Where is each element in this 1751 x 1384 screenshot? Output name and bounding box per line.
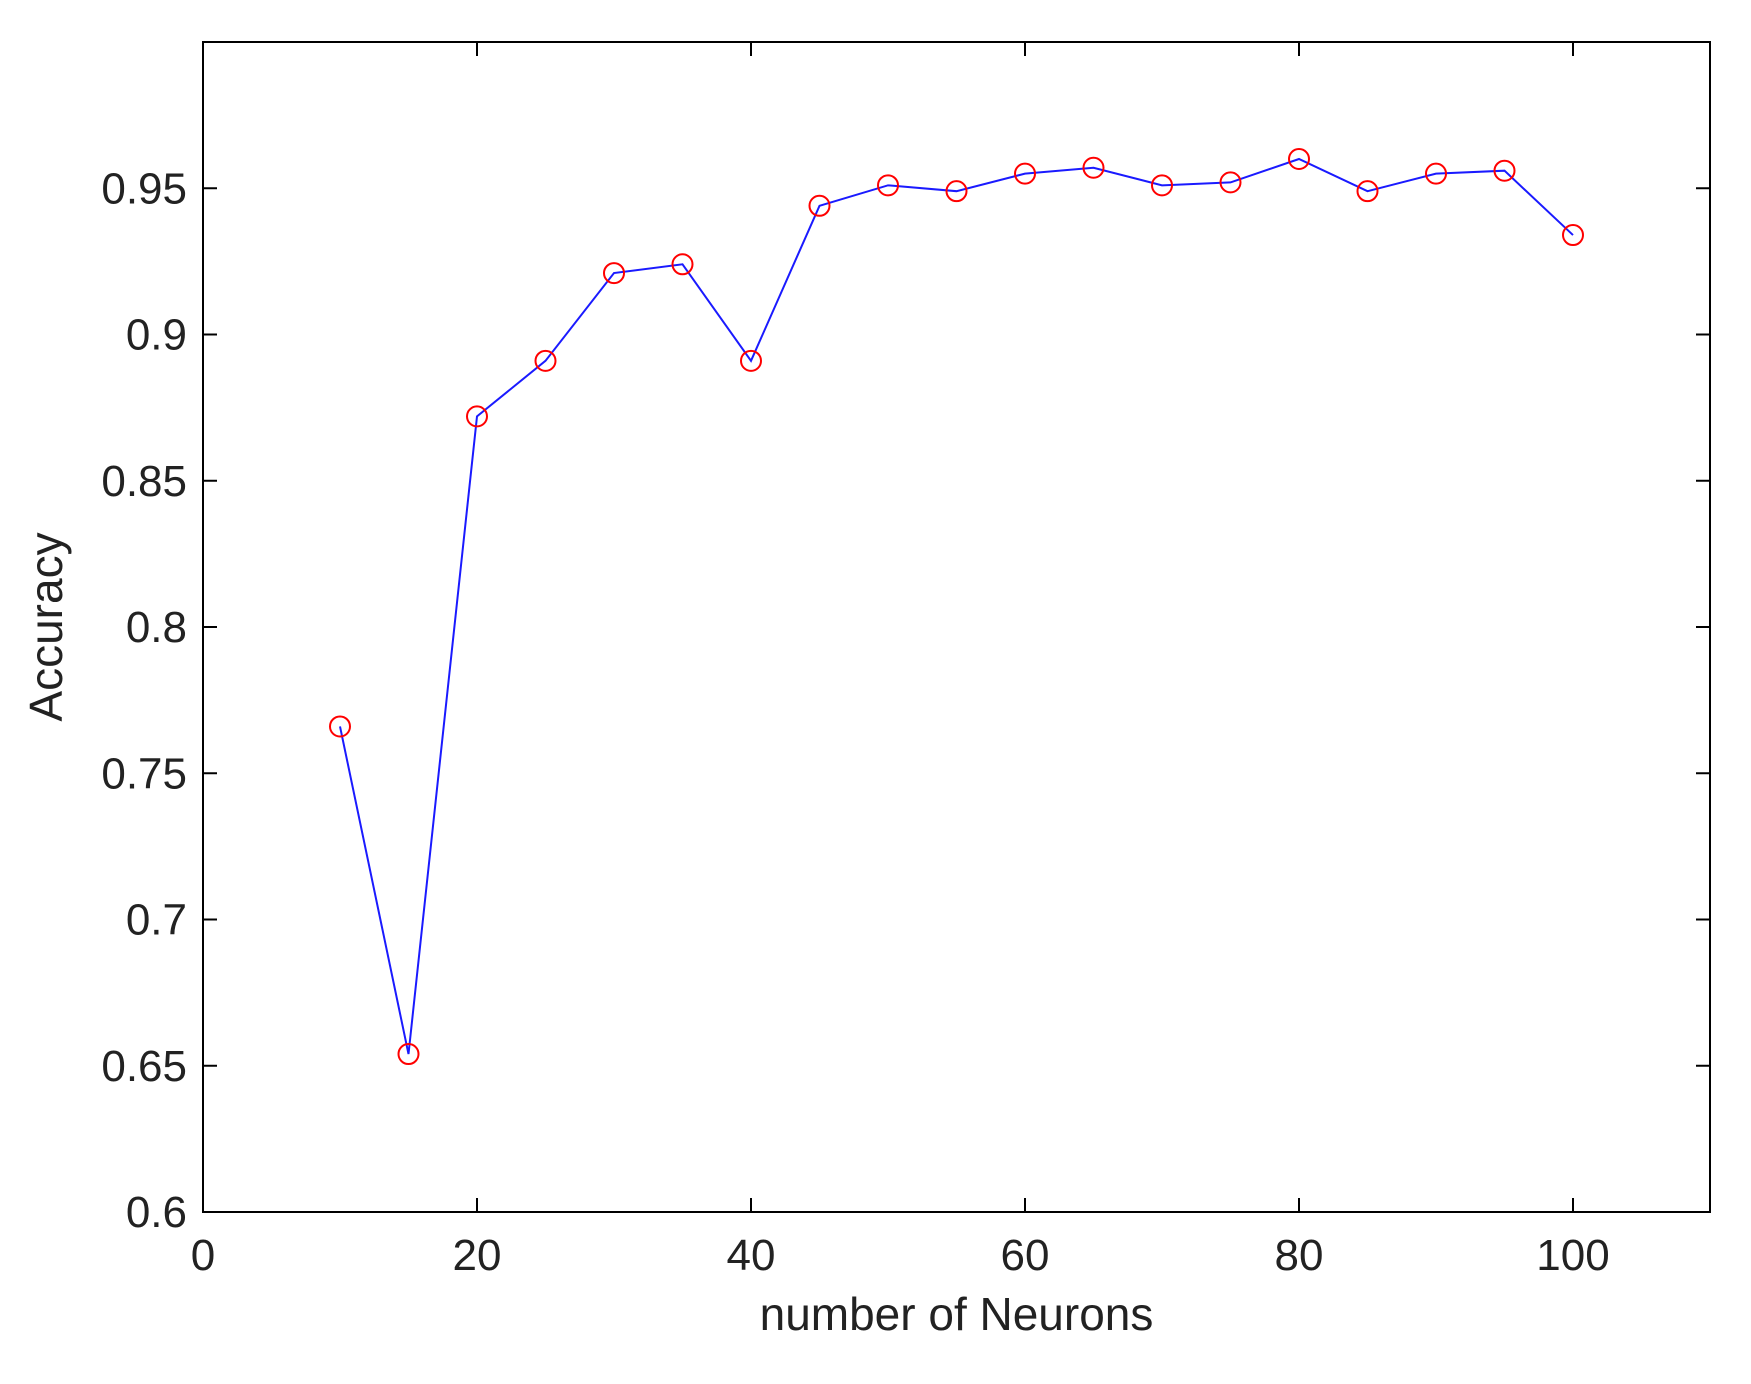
x-tick-label: 0 [191,1231,215,1280]
y-tick-label: 0.95 [101,164,187,213]
x-tick-label: 20 [453,1231,502,1280]
y-tick-label: 0.85 [101,457,187,506]
y-tick-label: 0.9 [126,311,187,360]
data-point-marker [877,174,899,197]
x-axis-label: number of Neurons [760,1288,1154,1340]
data-point-marker [808,194,831,217]
data-point-marker [1151,174,1173,197]
data-point-marker [1356,180,1379,203]
y-tick-label: 0.75 [101,749,187,798]
data-point-marker [397,1043,420,1066]
data-point-marker [671,253,694,276]
data-point-marker [1493,159,1516,182]
y-tick-label: 0.65 [101,1042,187,1091]
x-tick-label: 80 [1275,1231,1324,1280]
series-line [339,157,1574,1055]
data-point-marker [1562,224,1584,247]
axis-ticks [202,42,1710,1213]
x-tick-label: 100 [1536,1231,1609,1280]
series-layer [329,148,1584,1066]
y-tick-label: 0.6 [126,1188,187,1237]
x-tick-label: 40 [727,1231,776,1280]
x-tick-label: 60 [1001,1231,1050,1280]
data-point-marker [1082,156,1105,179]
data-point-marker [329,715,351,738]
axis-tick-labels: 0 20 40 60 80 100 0.6 0.65 0.7 0.75 0.8 0.85 0.9 0.95 [101,164,1609,1280]
y-tick-label: 0.7 [126,896,187,945]
data-point-marker [534,349,557,372]
y-tick-label: 0.8 [126,603,187,652]
data-point-marker [603,262,625,285]
data-point-marker [1014,162,1036,185]
y-axis-label: Accuracy [20,532,72,721]
data-point-marker [1288,148,1310,170]
data-point-marker [945,180,968,203]
data-point-marker [1219,171,1242,194]
data-point-marker [466,405,488,428]
data-point-marker [1425,162,1447,185]
data-point-marker [740,349,762,372]
